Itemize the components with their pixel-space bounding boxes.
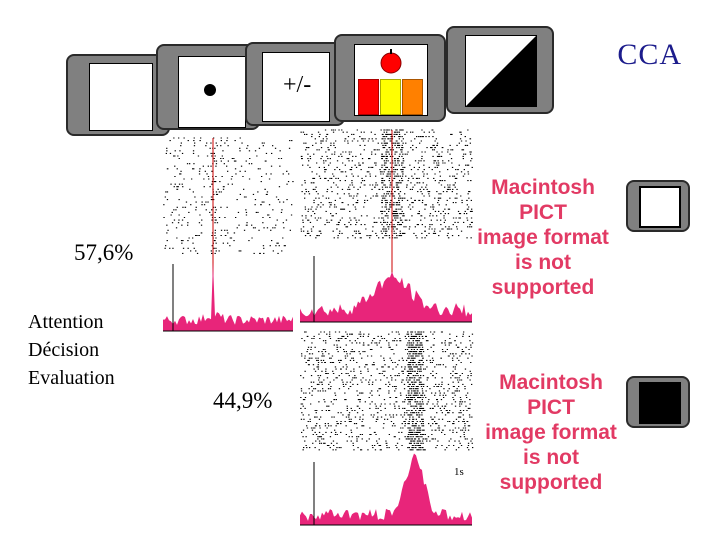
bottom-percentage: 44,9% — [213, 388, 273, 413]
black-square — [639, 382, 681, 424]
raster-dots — [300, 129, 473, 239]
histogram-area — [163, 262, 293, 331]
apple-icon — [380, 49, 402, 74]
raster-dots — [300, 331, 474, 451]
conditions-list: Attention Décision Evaluation — [28, 308, 115, 392]
blank-square — [89, 63, 153, 131]
pict-placeholder-bottom: Macintosh PICT image format is not suppo… — [485, 371, 617, 494]
histogram-area — [300, 453, 472, 525]
top-percentage: 57,6% — [74, 240, 134, 265]
black-dot-icon — [204, 84, 216, 96]
condition-decision: Décision — [28, 339, 100, 361]
condition-attention: Attention — [28, 311, 104, 333]
raster-histogram-panel-left — [163, 137, 294, 332]
diagonal-square — [465, 35, 537, 107]
yellow-bar — [380, 79, 401, 115]
raster-histogram-panel-top — [300, 129, 473, 323]
raster-histogram-panel-bottom — [300, 331, 474, 526]
orange-bar — [402, 79, 423, 115]
plus-minus-label: +/- — [283, 72, 312, 98]
diagonal-shape — [466, 36, 536, 106]
red-bar — [358, 79, 379, 115]
white-square — [639, 186, 681, 228]
plus-minus-square — [262, 52, 330, 122]
histogram-area — [300, 271, 472, 322]
time-scale-label: 1s — [454, 466, 464, 478]
raster-dots — [163, 137, 294, 254]
pict-placeholder-top: Macintosh PICT image format is not suppo… — [477, 176, 609, 299]
condition-evaluation: Evaluation — [28, 367, 115, 389]
slide-title: CCA — [617, 38, 682, 71]
